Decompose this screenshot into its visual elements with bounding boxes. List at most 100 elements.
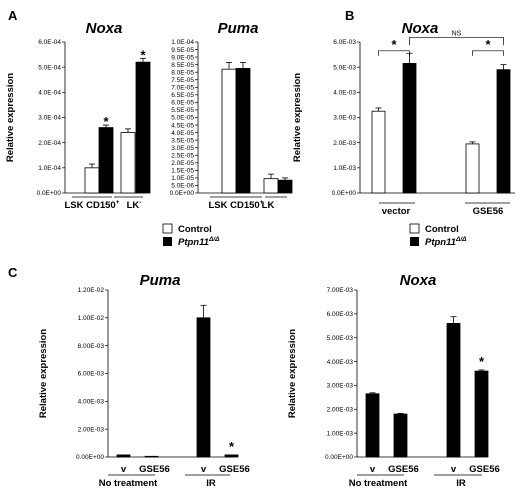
- bar-control: [263, 178, 279, 194]
- legend-control-swatch: [409, 223, 420, 234]
- group-label-text: LSK CD150: [64, 200, 115, 211]
- bar: [393, 413, 408, 458]
- y-tick-label: 8.00E-03: [78, 343, 105, 350]
- chart-title: Noxa: [400, 272, 437, 289]
- bar-control: [84, 167, 100, 194]
- bar-mutant: [135, 61, 151, 194]
- y-tick-label: 2.5E-05: [171, 152, 194, 159]
- chart-a-noxa: Noxa Relative expression 0.0E+00 1.0E-04 2.0…: [5, 20, 151, 211]
- y-tick-label: 2.0E-05: [171, 160, 194, 167]
- group-label-text: IR: [206, 478, 216, 489]
- y-tick-label: 4.00E-03: [78, 399, 105, 406]
- legend-control-label: Control: [425, 224, 459, 235]
- y-tick-label: 2.00E-03: [327, 406, 354, 413]
- legend-control-label: Control: [178, 224, 212, 235]
- bar: [446, 322, 461, 458]
- y-tick-label: 5.5E-05: [171, 107, 194, 114]
- significance-star: *: [140, 47, 146, 62]
- y-tick-label: 3.0E-05: [171, 145, 194, 152]
- group-label-sup: -: [139, 199, 141, 206]
- y-tick-label: 5.0E-05: [171, 115, 194, 122]
- group-label: No treatment: [99, 478, 158, 489]
- bar: [196, 317, 211, 458]
- y-tick-label: 1.00E-02: [78, 315, 105, 322]
- y-tick-label: 1.5E-05: [171, 168, 194, 175]
- y-tick-label: 5.00E-03: [327, 335, 354, 342]
- group-label-text: LK: [262, 200, 275, 211]
- bar: [116, 454, 131, 458]
- bar-mutant: [98, 127, 114, 194]
- y-tick-label: 2.0E-03: [333, 140, 356, 147]
- legend-mutant-swatch: [163, 237, 172, 246]
- y-axis-label: Relative expression: [292, 73, 303, 162]
- x-category-label: v: [121, 464, 127, 475]
- chart-title: Noxa: [86, 20, 123, 37]
- group-label-text: LSK CD150: [208, 200, 259, 211]
- group-label: No treatment: [349, 478, 408, 489]
- y-tick-label: 3.0E-03: [333, 115, 356, 122]
- y-tick-label: 6.5E-05: [171, 92, 194, 99]
- group-label-sup: +: [260, 199, 264, 206]
- ns-label: NS: [452, 30, 462, 37]
- y-axis-label: Relative expression: [287, 329, 298, 418]
- significance-star: *: [391, 37, 397, 52]
- y-tick-label: 3.5E-05: [171, 137, 194, 144]
- group-label: LSK CD150+: [64, 199, 119, 211]
- bar-mutant: [496, 69, 511, 194]
- bar: [365, 393, 380, 458]
- legend-mutant-name: Ptpn11: [425, 237, 456, 248]
- bar: [224, 454, 239, 458]
- group-label: vector: [382, 206, 411, 217]
- y-tick-label: 9.0E-05: [171, 54, 194, 61]
- group-label: IR: [206, 478, 216, 489]
- group-label: IR: [456, 478, 466, 489]
- y-tick-label: 6.0E-05: [171, 100, 194, 107]
- y-tick-label: 0.0E+00: [37, 190, 62, 197]
- y-tick-label: 6.0E-03: [333, 39, 356, 46]
- y-tick-label: 4.5E-05: [171, 122, 194, 129]
- y-tick-label: 1.0E-04: [171, 39, 194, 46]
- y-tick-label: 5.0E-06: [171, 183, 194, 190]
- y-tick-label: 4.00E-03: [327, 359, 354, 366]
- significance-bracket: [378, 50, 410, 56]
- x-category-label: GSE56: [388, 464, 419, 475]
- y-tick-label: 5.0E-04: [38, 64, 61, 71]
- legend-mutant-swatch: [410, 237, 419, 246]
- group-label-sup: +: [116, 199, 120, 206]
- y-tick-label: 8.0E-05: [171, 69, 194, 76]
- y-tick-label: 8.5E-05: [171, 62, 194, 69]
- group-label-text: GSE56: [473, 206, 504, 217]
- y-tick-label: 4.0E-05: [171, 130, 194, 137]
- y-tick-label: 7.0E-05: [171, 85, 194, 92]
- chart-title: Noxa: [402, 20, 439, 37]
- bar: [474, 370, 489, 458]
- y-tick-label: 6.00E-03: [327, 311, 354, 318]
- chart-title: Puma: [218, 20, 259, 37]
- bar: [144, 455, 159, 458]
- group-label-text: No treatment: [99, 478, 158, 489]
- x-category-label: GSE56: [469, 464, 500, 475]
- y-tick-label: 6.00E-03: [78, 371, 105, 378]
- chart-c-puma: Puma Relative expression 0.00E+00 2.00E-03 4…: [38, 272, 250, 489]
- group-label: LK-: [127, 199, 142, 211]
- bar-control: [371, 110, 386, 194]
- bar-mutant: [235, 68, 251, 194]
- chart-c-noxa: Noxa Relative expression 0.00E+00 1.00E-03 2…: [287, 272, 500, 489]
- significance-bracket: [472, 50, 504, 56]
- y-tick-label: 6.0E-04: [38, 39, 61, 46]
- legend-mutant-superscript: Δ/Δ: [455, 236, 467, 243]
- significance-star: *: [229, 439, 235, 454]
- group-label-text: vector: [382, 206, 411, 217]
- y-tick-label: 9.5E-05: [171, 47, 194, 54]
- group-label: LSK CD150+: [208, 199, 263, 211]
- y-tick-label: 4.0E-04: [38, 90, 61, 97]
- y-tick-label: 1.20E-02: [78, 287, 105, 294]
- charts-layer: Noxa Relative expression 0.0E+00 1.0E-04 2.0…: [5, 20, 515, 489]
- chart-a-puma: Puma 0.0E+005.0E-061.0E-051.5E-052.0E-052…: [170, 20, 293, 211]
- y-tick-label: 1.00E-03: [327, 430, 354, 437]
- x-category-label: v: [370, 464, 376, 475]
- panel-label-b: B: [345, 8, 354, 23]
- x-category-label: GSE56: [139, 464, 170, 475]
- group-label-text: No treatment: [349, 478, 408, 489]
- y-tick-label: 3.00E-03: [327, 383, 354, 390]
